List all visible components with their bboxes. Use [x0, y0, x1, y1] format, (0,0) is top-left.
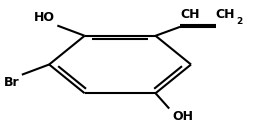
Text: HO: HO: [33, 11, 55, 24]
Text: OH: OH: [172, 110, 193, 123]
Text: Br: Br: [4, 76, 19, 89]
Text: CH: CH: [180, 8, 199, 21]
Text: CH: CH: [216, 8, 235, 21]
Text: 2: 2: [236, 17, 242, 26]
